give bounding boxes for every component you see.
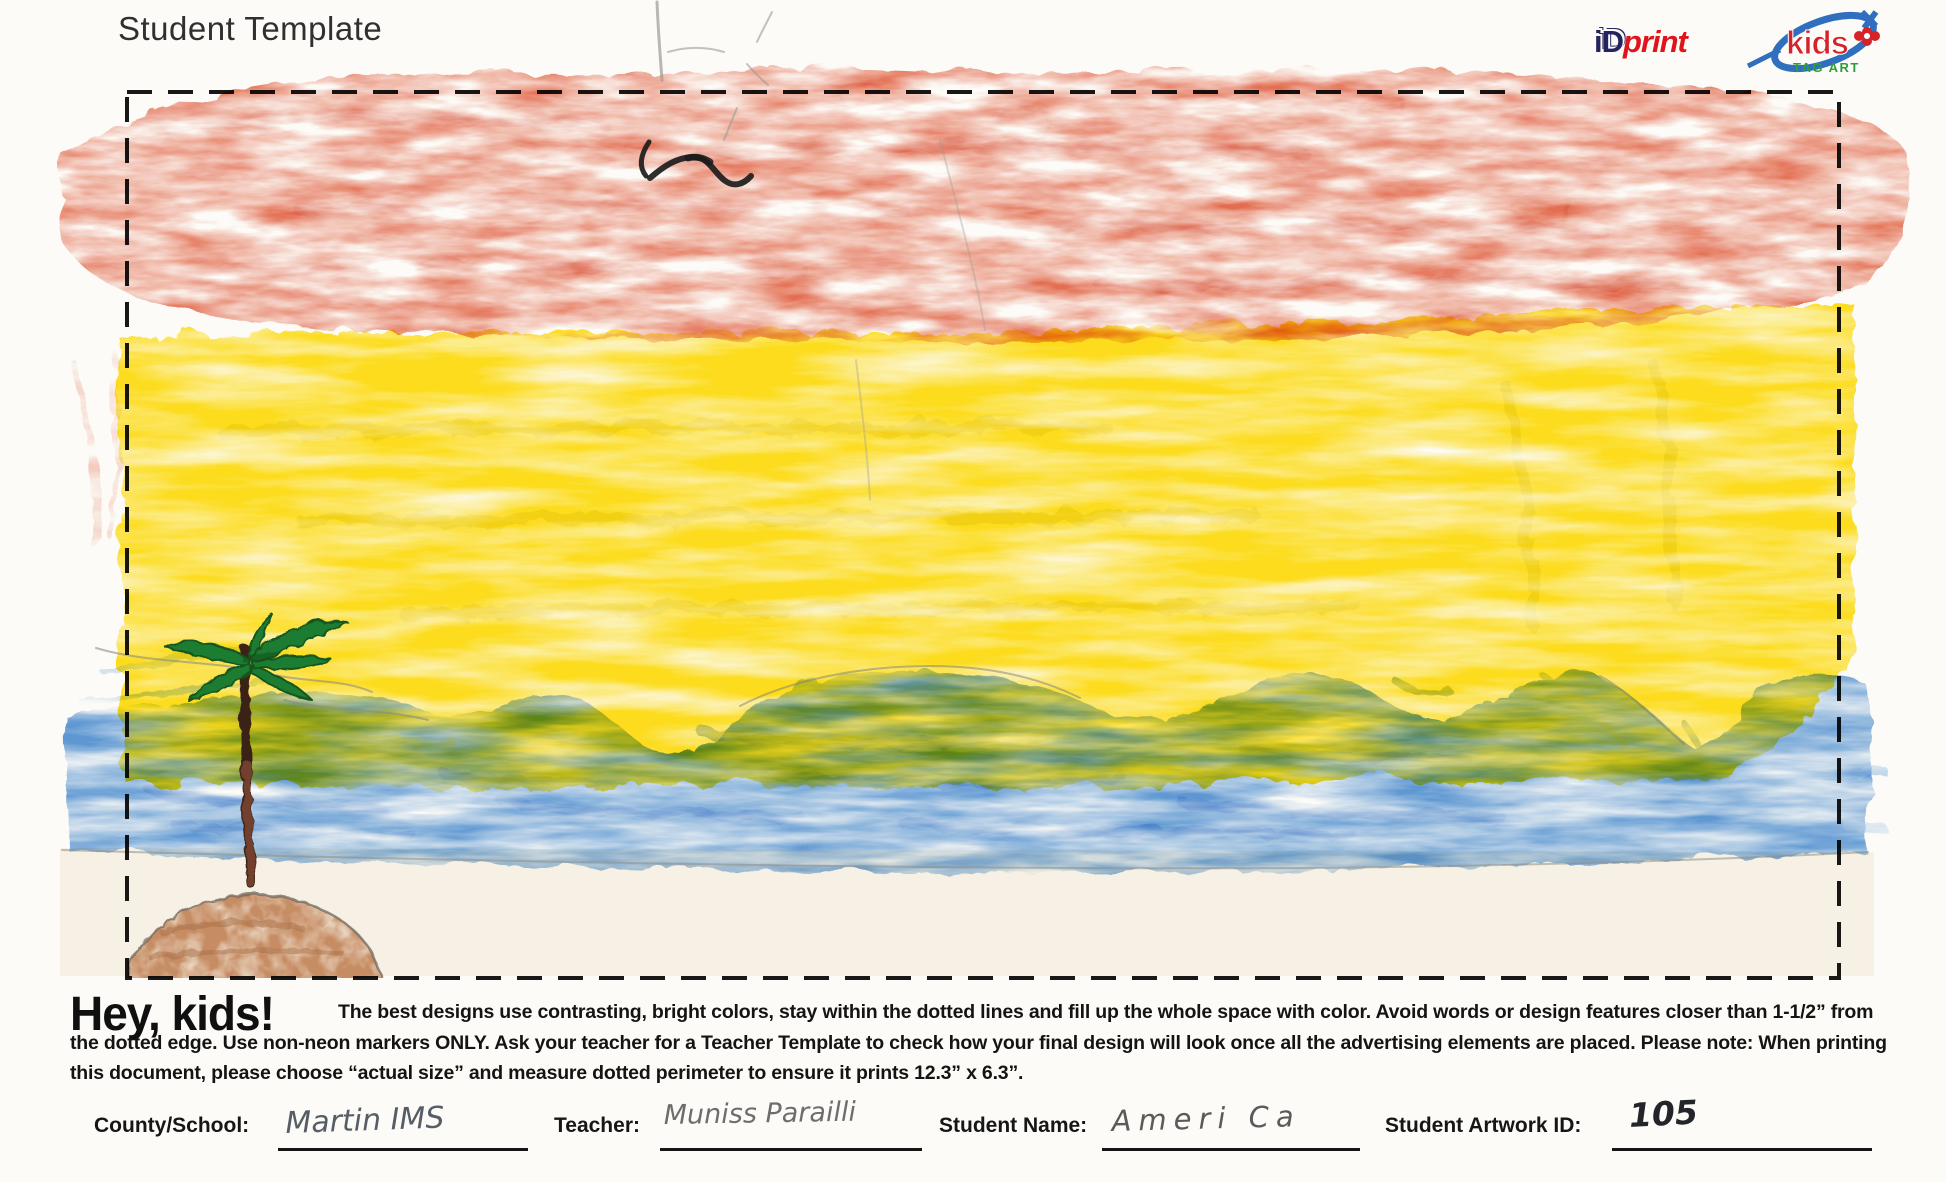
- field-student-name-label: Student Name:: [939, 1114, 1088, 1137]
- field-student-name-value: Ameri Ca: [1111, 1099, 1302, 1138]
- palm-tree: [161, 611, 346, 887]
- field-student-name-line: [1102, 1148, 1360, 1151]
- idprint-print-text: print: [1623, 24, 1688, 59]
- crayon-sun-yellow: [116, 298, 1850, 787]
- field-teacher-line: [660, 1148, 922, 1151]
- tag-art-text: TAG ART: [1793, 60, 1860, 75]
- swoosh-icon: [1746, 9, 1879, 73]
- kids-text: kids: [1786, 24, 1848, 61]
- instructions-body: The best designs use contrasting, bright…: [70, 1001, 1887, 1084]
- dashed-keepout-border: [125, 90, 1841, 980]
- field-teacher-value: Muniss Parailli: [663, 1096, 857, 1131]
- field-artwork-id-line: [1612, 1148, 1872, 1151]
- field-county-school-line: [278, 1148, 528, 1151]
- palm-trunk: [237, 643, 255, 887]
- kids-tag-art-logo: kids TAG ART: [1746, 9, 1880, 75]
- field-artwork-id-label: Student Artwork ID:: [1385, 1114, 1582, 1137]
- pencil-scribbles-top: [655, 0, 773, 86]
- idprint-id-text: iD: [1594, 24, 1624, 59]
- header-logos: iDprint kids TAG ART: [1594, 6, 1894, 80]
- palm-fronds: [161, 611, 346, 699]
- crayon-sky-red: [58, 63, 1908, 544]
- bird-squiggle: [638, 107, 754, 188]
- instructions-headline: Hey, kids!: [70, 985, 275, 1041]
- idprint-logo: iDprint: [1594, 24, 1688, 60]
- island-mound: [124, 891, 382, 978]
- page-title: Student Template: [118, 10, 383, 47]
- field-artwork-id-value: 105: [1627, 1092, 1699, 1135]
- crayon-sea-blue: [62, 637, 1883, 871]
- field-county-school-label: County/School:: [94, 1114, 250, 1137]
- field-teacher-label: Teacher:: [554, 1114, 640, 1137]
- field-county-school-value: Martin IMS: [284, 1100, 445, 1141]
- flower-icon: [1854, 27, 1880, 46]
- student-artwork-canvas: [58, 0, 1908, 980]
- beach-sand-area: [60, 848, 1874, 976]
